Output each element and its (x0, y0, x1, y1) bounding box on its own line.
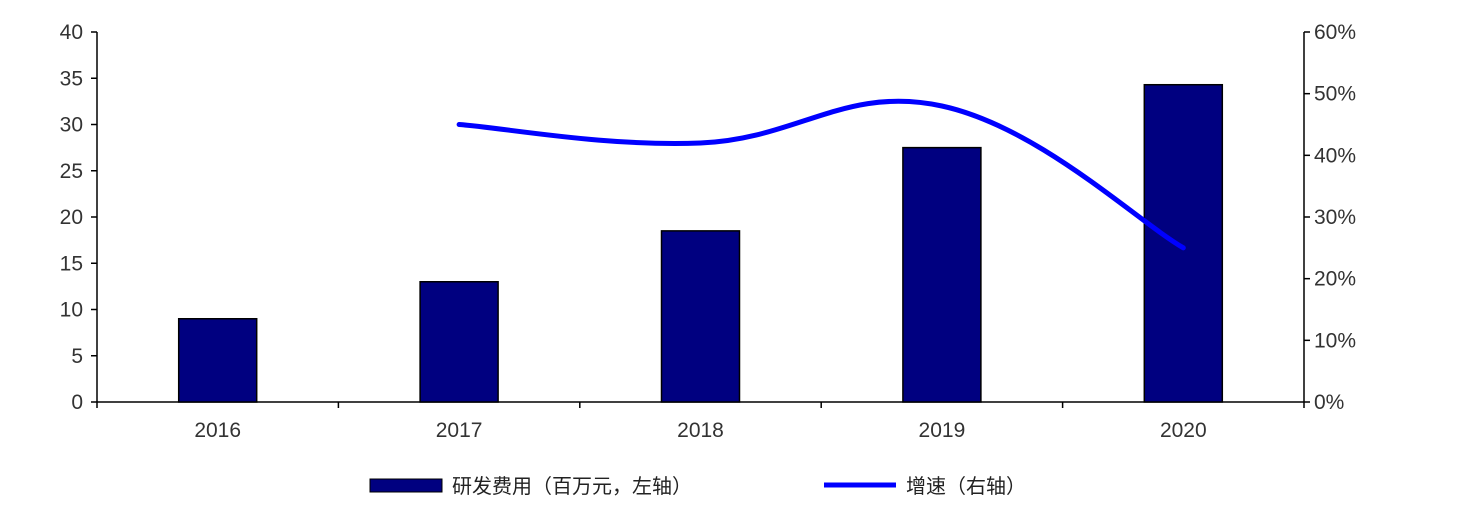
y-right-tick-label: 50% (1314, 83, 1356, 106)
bar (419, 281, 499, 403)
y-left-tick-label: 40 (60, 21, 83, 44)
tick-labels: 0 5 10 15 20 25 30 35 40 0% 10% 20% 30% 40% 50% 60% 2016… (60, 21, 1356, 442)
y-left-tick-label: 0 (71, 391, 83, 414)
bar (1143, 83, 1224, 403)
growth-line (456, 98, 1186, 251)
y-right-tick-label: 20% (1314, 268, 1356, 291)
y-left-tick-label: 25 (60, 160, 83, 183)
x-tick-label: 2018 (677, 419, 724, 442)
x-tick-label: 2020 (1160, 419, 1207, 442)
bar (660, 230, 741, 403)
legend-swatch-bar (369, 478, 443, 493)
y-right-tick-label: 60% (1314, 21, 1356, 44)
x-tick-label: 2019 (919, 419, 966, 442)
y-right-tick-label: 30% (1314, 206, 1356, 229)
y-right-tick-label: 40% (1314, 144, 1356, 167)
y-right-tick-label: 10% (1314, 329, 1356, 352)
bar (902, 146, 982, 403)
y-left-tick-label: 20 (60, 206, 83, 229)
legend: 研发费用（百万元，左轴） 增速（右轴） (369, 474, 1026, 498)
x-tick-label: 2017 (436, 419, 483, 442)
y-right-tick-label: 0% (1314, 391, 1344, 414)
y-left-tick-label: 35 (60, 67, 83, 90)
legend-label-line: 增速（右轴） (906, 474, 1026, 498)
y-left-tick-label: 10 (60, 299, 83, 322)
y-left-tick-label: 5 (71, 345, 83, 368)
x-tick-label: 2016 (194, 419, 241, 442)
y-left-tick-label: 30 (60, 114, 83, 137)
legend-label-bar: 研发费用（百万元，左轴） (452, 474, 692, 498)
bar (177, 318, 258, 403)
line-series (456, 98, 1186, 251)
y-left-tick-label: 15 (60, 252, 83, 275)
bar-series (177, 83, 1224, 403)
